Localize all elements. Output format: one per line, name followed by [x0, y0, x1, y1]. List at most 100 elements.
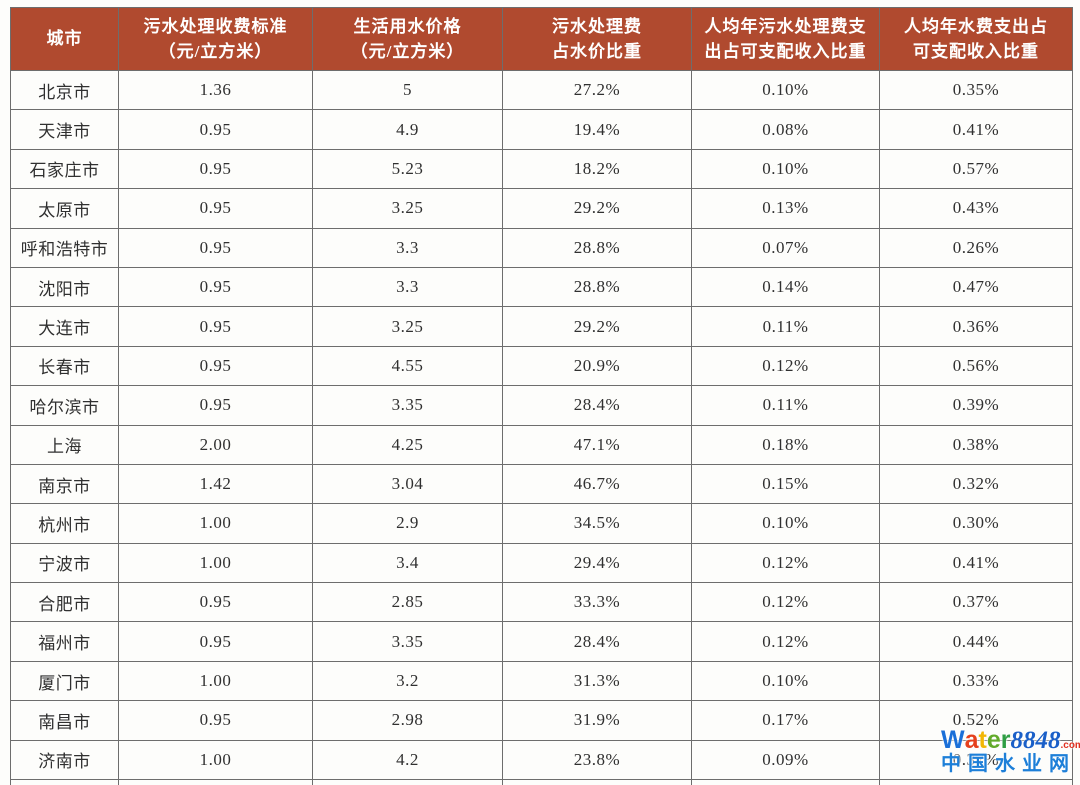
- cell-water-fee-share-of-income: 0.57%: [879, 148, 1073, 190]
- cell-sewage-fee-standard: 1.00: [118, 503, 313, 544]
- table-row: 哈尔滨市 0.95 3.35 28.4% 0.11% 0.39%: [10, 385, 1073, 426]
- cell-sewage-fee-share-of-price: 33.3%: [502, 582, 692, 623]
- cell-sewage-fee-share-of-income: 0.12%: [691, 345, 880, 387]
- cell-sewage-fee-share-of-price: 19.4%: [502, 109, 692, 150]
- cell-sewage-fee-standard: 0.95: [118, 148, 313, 190]
- cell-water-fee-share-of-income: 0.38%: [879, 424, 1073, 465]
- cell-water-fee-share-of-income: 0.39%: [879, 385, 1073, 426]
- sewage-fee-table: 城市 污水处理收费标准 （元/立方米） 生活用水价格 （元/立方米） 污水处理费…: [10, 7, 1073, 785]
- cell-sewage-fee-share-of-price: 34.5%: [502, 503, 692, 544]
- cell-sewage-fee-share-of-price: 28.4%: [502, 621, 692, 662]
- cell-water-price: 5: [312, 69, 503, 111]
- cell-city: 长春市: [10, 345, 119, 387]
- cell-sewage-fee-standard: 1.42: [118, 463, 313, 505]
- cell-city: 福州市: [10, 621, 119, 662]
- cell-empty: [691, 779, 880, 785]
- cell-water-price: 4.9: [312, 109, 503, 150]
- cell-sewage-fee-share-of-price: 20.9%: [502, 345, 692, 387]
- cell-city: 太原市: [10, 188, 119, 229]
- table-row: 长春市 0.95 4.55 20.9% 0.12% 0.56%: [10, 345, 1073, 387]
- header-row: 城市 污水处理收费标准 （元/立方米） 生活用水价格 （元/立方米） 污水处理费…: [10, 7, 1073, 71]
- cell-water-fee-share-of-income: 0.41%: [879, 109, 1073, 150]
- table-row: 石家庄市 0.95 5.23 18.2% 0.10% 0.57%: [10, 148, 1073, 190]
- cell-water-fee-share-of-income: 0.30%: [879, 503, 1073, 544]
- cell-sewage-fee-share-of-income: 0.09%: [691, 739, 880, 781]
- cell-city: 呼和浩特市: [10, 227, 119, 268]
- cell-sewage-fee-share-of-price: 23.8%: [502, 739, 692, 781]
- header-city: 城市: [10, 7, 119, 71]
- cell-sewage-fee-share-of-income: 0.18%: [691, 424, 880, 465]
- cell-water-price: 3.35: [312, 385, 503, 426]
- cell-water-price: 2.98: [312, 700, 503, 741]
- cell-sewage-fee-share-of-income: 0.13%: [691, 188, 880, 229]
- cell-sewage-fee-share-of-price: 28.4%: [502, 385, 692, 426]
- table-row: 南京市 1.42 3.04 46.7% 0.15% 0.32%: [10, 463, 1073, 505]
- cell-water-price: 4.25: [312, 424, 503, 465]
- cell-sewage-fee-share-of-price: 47.1%: [502, 424, 692, 465]
- cell-city: 南京市: [10, 463, 119, 505]
- header-city-label: 城市: [46, 29, 83, 49]
- cell-water-price: 2.85: [312, 582, 503, 623]
- table-row: 北京市 1.36 5 27.2% 0.10% 0.35%: [10, 69, 1073, 111]
- cell-sewage-fee-standard: 0.95: [118, 345, 313, 387]
- cell-sewage-fee-share-of-income: 0.12%: [691, 542, 880, 584]
- cell-city: 北京市: [10, 69, 119, 111]
- cell-sewage-fee-standard: 2.00: [118, 424, 313, 465]
- table-row: 沈阳市 0.95 3.3 28.8% 0.14% 0.47%: [10, 266, 1073, 308]
- cell-sewage-fee-standard: 0.95: [118, 700, 313, 741]
- cell-water-fee-share-of-income: 0.37%: [879, 739, 1073, 781]
- cell-water-price: 5.23: [312, 148, 503, 190]
- cell-sewage-fee-share-of-income: 0.10%: [691, 503, 880, 544]
- table-row: 宁波市 1.00 3.4 29.4% 0.12% 0.41%: [10, 542, 1073, 584]
- table-row: 济南市 1.00 4.2 23.8% 0.09% 0.37%: [10, 739, 1073, 781]
- table-header: 城市 污水处理收费标准 （元/立方米） 生活用水价格 （元/立方米） 污水处理费…: [10, 7, 1073, 71]
- cell-sewage-fee-share-of-income: 0.11%: [691, 385, 880, 426]
- cell-empty: [502, 779, 692, 785]
- cell-water-price: 3.25: [312, 188, 503, 229]
- cell-city: 杭州市: [10, 503, 119, 544]
- cell-empty: [118, 779, 313, 785]
- cell-sewage-fee-standard: 0.95: [118, 188, 313, 229]
- cell-empty: [10, 779, 119, 785]
- cell-city: 天津市: [10, 109, 119, 150]
- cell-sewage-fee-share-of-income: 0.10%: [691, 148, 880, 190]
- cell-city: 哈尔滨市: [10, 385, 119, 426]
- cell-sewage-fee-standard: 0.95: [118, 582, 313, 623]
- cell-sewage-fee-standard: 1.00: [118, 542, 313, 584]
- header-water-price: 生活用水价格 （元/立方米）: [312, 7, 503, 71]
- table-row: 福州市 0.95 3.35 28.4% 0.12% 0.44%: [10, 621, 1073, 662]
- cell-water-price: 3.25: [312, 306, 503, 347]
- table-row: 上海 2.00 4.25 47.1% 0.18% 0.38%: [10, 424, 1073, 465]
- cell-water-fee-share-of-income: 0.47%: [879, 266, 1073, 308]
- table-row: 呼和浩特市 0.95 3.3 28.8% 0.07% 0.26%: [10, 227, 1073, 268]
- cell-sewage-fee-standard: 0.95: [118, 385, 313, 426]
- header-water-fee-share-of-income: 人均年水费支出占 可支配收入比重: [879, 7, 1073, 71]
- cell-sewage-fee-share-of-income: 0.08%: [691, 109, 880, 150]
- cell-city: 上海: [10, 424, 119, 465]
- cell-city: 大连市: [10, 306, 119, 347]
- cell-sewage-fee-share-of-income: 0.14%: [691, 266, 880, 308]
- cell-water-fee-share-of-income: 0.52%: [879, 700, 1073, 741]
- cell-water-fee-share-of-income: 0.36%: [879, 306, 1073, 347]
- cell-water-price: 4.55: [312, 345, 503, 387]
- cell-water-fee-share-of-income: 0.56%: [879, 345, 1073, 387]
- cell-sewage-fee-share-of-price: 28.8%: [502, 227, 692, 268]
- table-row: 太原市 0.95 3.25 29.2% 0.13% 0.43%: [10, 188, 1073, 229]
- cell-sewage-fee-standard: 0.95: [118, 266, 313, 308]
- cell-city: 厦门市: [10, 660, 119, 702]
- cell-water-price: 2.9: [312, 503, 503, 544]
- cell-city: 宁波市: [10, 542, 119, 584]
- table-row: 南昌市 0.95 2.98 31.9% 0.17% 0.52%: [10, 700, 1073, 741]
- cell-water-fee-share-of-income: 0.35%: [879, 69, 1073, 111]
- cell-sewage-fee-share-of-income: 0.12%: [691, 621, 880, 662]
- cell-city: 合肥市: [10, 582, 119, 623]
- cell-sewage-fee-share-of-price: 27.2%: [502, 69, 692, 111]
- cell-sewage-fee-share-of-price: 29.2%: [502, 306, 692, 347]
- cell-water-fee-share-of-income: 0.37%: [879, 582, 1073, 623]
- cell-sewage-fee-share-of-income: 0.15%: [691, 463, 880, 505]
- cell-city: 济南市: [10, 739, 119, 781]
- cell-sewage-fee-standard: 1.00: [118, 739, 313, 781]
- cell-sewage-fee-standard: 0.95: [118, 306, 313, 347]
- cell-water-price: 3.4: [312, 542, 503, 584]
- cell-sewage-fee-share-of-price: 46.7%: [502, 463, 692, 505]
